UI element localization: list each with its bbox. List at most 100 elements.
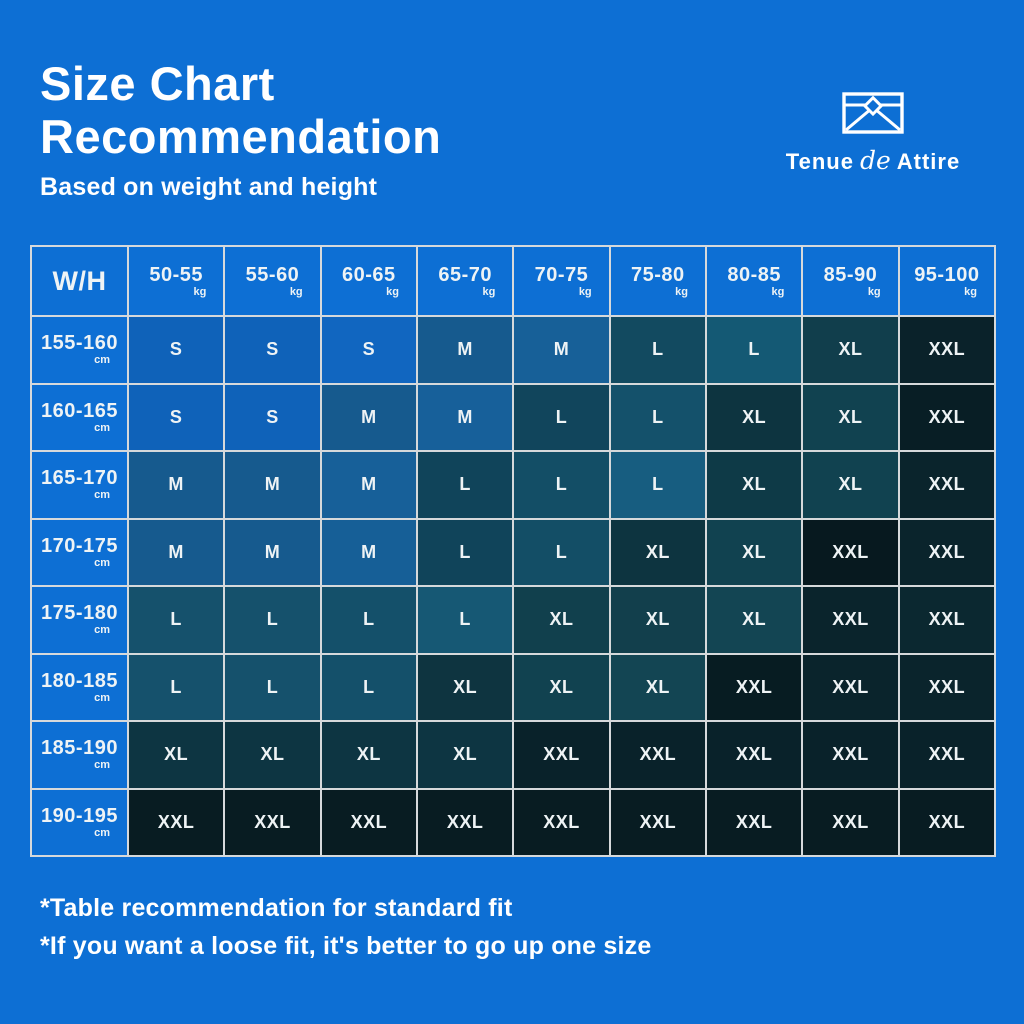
size-cell: S [321, 317, 416, 383]
brand-logo: Tenue de Attire [758, 92, 988, 175]
footnote-standard-fit: *Table recommendation for standard fit [40, 894, 513, 922]
height-row-header-1-range: 160-165 [41, 399, 118, 422]
weight-col-header-8-range: 95-100 [914, 263, 980, 286]
page-title-line1: Size Chart [40, 57, 275, 110]
height-row-header-4: 175-180 cm [32, 587, 127, 653]
height-row-header-5: 180-185 cm [32, 654, 127, 720]
size-cell: XXL [803, 722, 898, 788]
size-cell: XL [418, 654, 513, 720]
size-cell: M [129, 452, 224, 518]
size-cell: M [321, 384, 416, 450]
weight-col-header-3-unit: kg [482, 285, 496, 298]
size-cell: XL [707, 452, 802, 518]
size-cell: XL [610, 519, 705, 585]
size-cell: XXL [803, 789, 898, 855]
size-cell: XXL [899, 519, 994, 585]
height-row-header-4-range: 175-180 [41, 602, 118, 625]
size-cell: XXL [418, 789, 513, 855]
weight-col-header-1-range: 55-60 [245, 263, 300, 286]
weight-col-header-1-unit: kg [289, 285, 303, 298]
size-cell: XL [514, 654, 609, 720]
size-cell: L [418, 452, 513, 518]
size-cell: XXL [899, 722, 994, 788]
weight-col-header-3-range: 65-70 [438, 263, 492, 286]
table-corner-label: W/H [32, 247, 127, 315]
weight-col-header-2: 60-65 kg [321, 247, 416, 315]
size-cell: M [321, 452, 416, 518]
weight-col-header-7: 85-90 kg [803, 247, 898, 315]
weight-col-header-6-unit: kg [771, 285, 785, 298]
size-cell: XL [803, 384, 898, 450]
weight-col-header-8-unit: kg [964, 285, 977, 298]
size-cell: XXL [803, 587, 898, 653]
weight-col-header-5-unit: kg [675, 285, 688, 298]
size-cell: M [129, 519, 224, 585]
size-cell: XXL [899, 654, 994, 720]
brand-name-script: de [859, 146, 891, 175]
height-row-header-1: 160-165 cm [32, 384, 127, 450]
weight-col-header-0-range: 50-55 [149, 263, 203, 286]
weight-col-header-5: 75-80 kg [610, 247, 705, 315]
size-cell: XL [129, 722, 224, 788]
height-row-header-4-unit: cm [94, 624, 110, 637]
size-cell: XXL [899, 587, 994, 653]
height-row-header-2: 165-170 cm [32, 452, 127, 518]
size-cell: L [514, 519, 609, 585]
size-cell: M [225, 519, 320, 585]
weight-col-header-4-unit: kg [578, 285, 592, 298]
page-title: Size Chart Recommendation [40, 57, 441, 163]
size-chart-table: W/H 50-55 kg 55-60 kg 60-65 kg 65-70 kg 70-75 kg 7… [30, 245, 996, 857]
size-cell: S [129, 317, 224, 383]
height-row-header-3-range: 170-175 [41, 534, 118, 557]
size-cell: XL [610, 587, 705, 653]
size-cell: XXL [899, 789, 994, 855]
height-row-header-3-unit: cm [94, 556, 110, 569]
height-row-header-2-unit: cm [94, 489, 110, 502]
weight-col-header-6: 80-85 kg [707, 247, 802, 315]
height-row-header-0: 155-160 cm [32, 317, 127, 383]
size-cell: S [225, 384, 320, 450]
weight-col-header-7-range: 85-90 [823, 263, 878, 286]
size-cell: XXL [707, 722, 802, 788]
size-cell: M [225, 452, 320, 518]
size-cell: XL [707, 587, 802, 653]
weight-col-header-4-range: 70-75 [534, 263, 589, 286]
size-cell: M [418, 384, 513, 450]
page-subtitle: Based on weight and height [40, 173, 378, 202]
weight-col-header-0-unit: kg [193, 285, 207, 298]
weight-col-header-5-range: 75-80 [631, 263, 685, 286]
height-row-header-6-range: 185-190 [41, 737, 118, 760]
size-cell: XXL [803, 654, 898, 720]
brand-name-right: Attire [896, 149, 961, 174]
footnotes: *Table recommendation for standard fit *… [40, 890, 651, 965]
height-row-header-6-unit: cm [94, 759, 110, 772]
height-row-header-7-range: 190-195 [41, 804, 118, 827]
size-cell: XXL [803, 519, 898, 585]
height-row-header-1-unit: cm [94, 421, 110, 434]
weight-col-header-2-range: 60-65 [342, 263, 396, 286]
weight-col-header-4: 70-75 kg [514, 247, 609, 315]
size-cell: L [610, 317, 705, 383]
size-cell: XXL [707, 654, 802, 720]
weight-col-header-2-unit: kg [386, 285, 399, 298]
size-cell: L [418, 519, 513, 585]
size-cell: L [129, 654, 224, 720]
size-cell: XL [707, 519, 802, 585]
weight-col-header-1: 55-60 kg [225, 247, 320, 315]
size-cell: L [225, 654, 320, 720]
height-row-header-5-unit: cm [94, 691, 110, 704]
weight-col-header-3: 65-70 kg [418, 247, 513, 315]
size-cell: XXL [899, 452, 994, 518]
mountain-frame-icon [842, 92, 904, 134]
size-cell: L [321, 654, 416, 720]
size-cell: XXL [514, 789, 609, 855]
size-cell: S [129, 384, 224, 450]
brand-name-left: Tenue [785, 149, 854, 174]
size-cell: L [225, 587, 320, 653]
weight-col-header-8: 95-100 kg [899, 247, 994, 315]
size-cell: XL [707, 384, 802, 450]
weight-col-header-7-unit: kg [867, 285, 881, 298]
height-row-header-0-range: 155-160 [41, 332, 118, 355]
size-cell: XL [418, 722, 513, 788]
height-row-header-7-unit: cm [94, 826, 110, 839]
